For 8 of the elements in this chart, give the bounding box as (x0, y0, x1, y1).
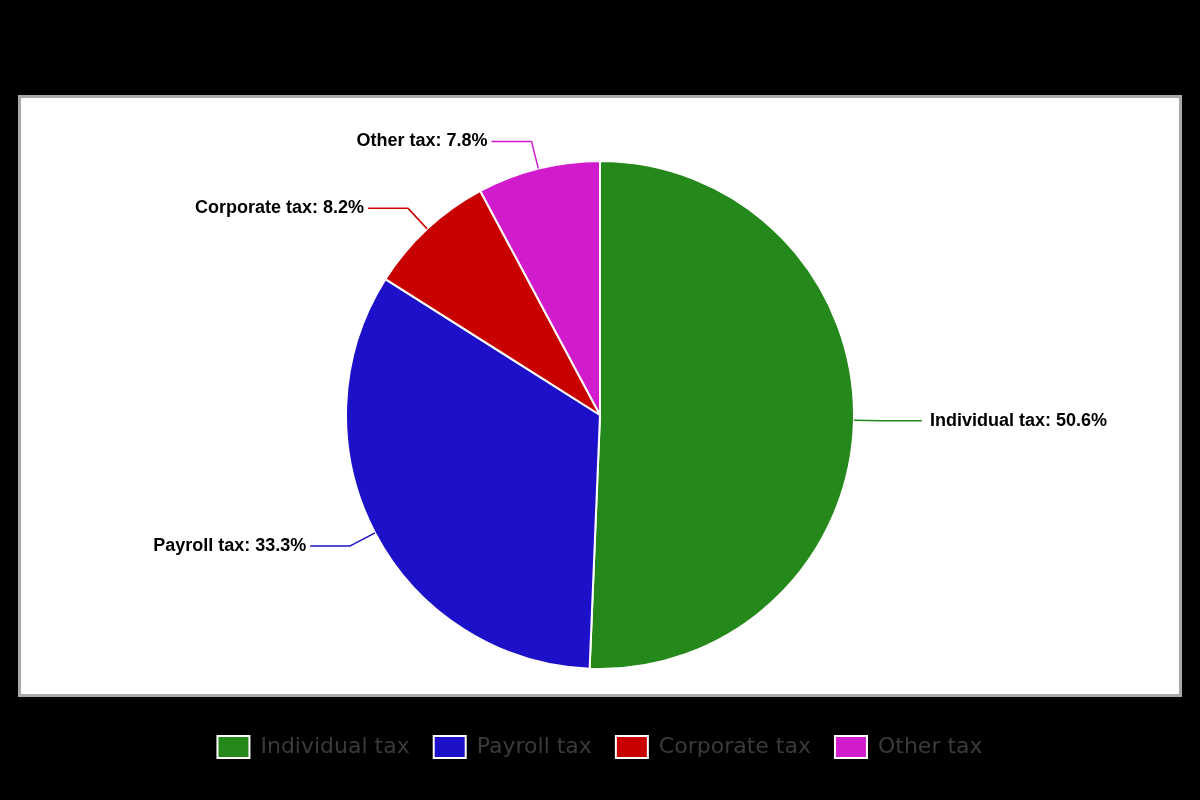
legend-label: Corporate tax (658, 732, 811, 758)
data-label: Other tax: 7.8% (356, 130, 488, 151)
legend-label: Payroll tax (476, 732, 592, 758)
data-label: Payroll tax: 33.3% (153, 534, 307, 555)
data-label: Corporate tax: 8.2% (195, 197, 365, 218)
legend-label: Individual tax (260, 732, 410, 758)
data-label: Individual tax: 50.6% (929, 409, 1107, 430)
legend-label: Other tax (877, 732, 983, 758)
